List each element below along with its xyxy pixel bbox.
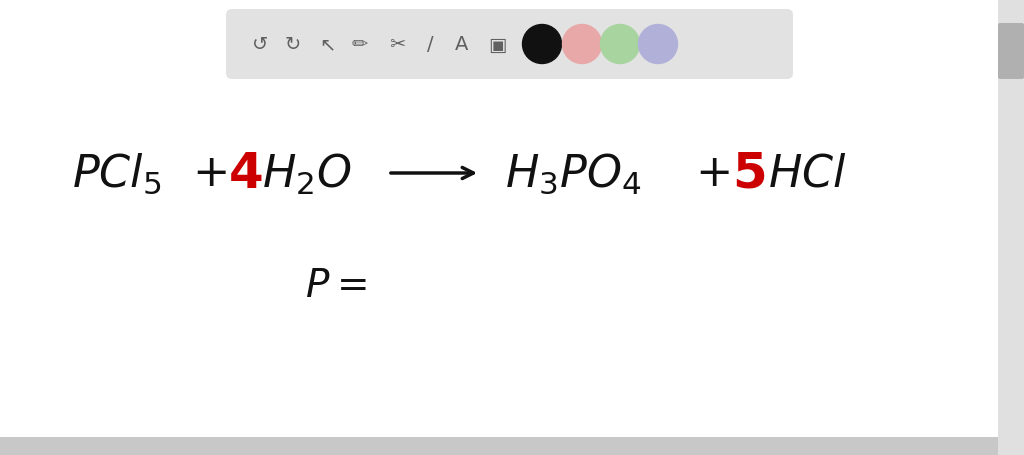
Text: ↻: ↻ <box>285 35 301 55</box>
Bar <box>0 437 1024 455</box>
Text: A: A <box>456 35 469 55</box>
Text: $+$: $+$ <box>193 152 226 195</box>
Circle shape <box>562 25 601 64</box>
Circle shape <box>522 25 561 64</box>
Circle shape <box>639 25 678 64</box>
Text: $\mathit{H_3PO_4}$: $\mathit{H_3PO_4}$ <box>505 152 641 196</box>
Bar <box>998 0 1024 455</box>
FancyBboxPatch shape <box>226 10 793 80</box>
Text: ↖: ↖ <box>318 35 335 55</box>
Text: ✏: ✏ <box>352 35 369 55</box>
Text: $+$: $+$ <box>695 152 730 195</box>
Text: /: / <box>427 35 433 55</box>
Text: ▣: ▣ <box>487 35 506 55</box>
Circle shape <box>600 25 640 64</box>
FancyBboxPatch shape <box>998 24 1024 80</box>
Text: $\mathbf{5}$: $\mathbf{5}$ <box>732 150 765 197</box>
Text: ✂: ✂ <box>389 35 406 55</box>
Text: $\mathit{P=}$: $\mathit{P=}$ <box>305 267 367 304</box>
Text: $\mathit{H_2O}$: $\mathit{H_2O}$ <box>262 151 351 196</box>
Text: ↺: ↺ <box>252 35 268 55</box>
Text: $\mathbf{4}$: $\mathbf{4}$ <box>228 150 262 197</box>
Text: $\mathit{HCl}$: $\mathit{HCl}$ <box>768 152 847 195</box>
Text: $\mathit{PCl_5}$: $\mathit{PCl_5}$ <box>72 152 162 196</box>
